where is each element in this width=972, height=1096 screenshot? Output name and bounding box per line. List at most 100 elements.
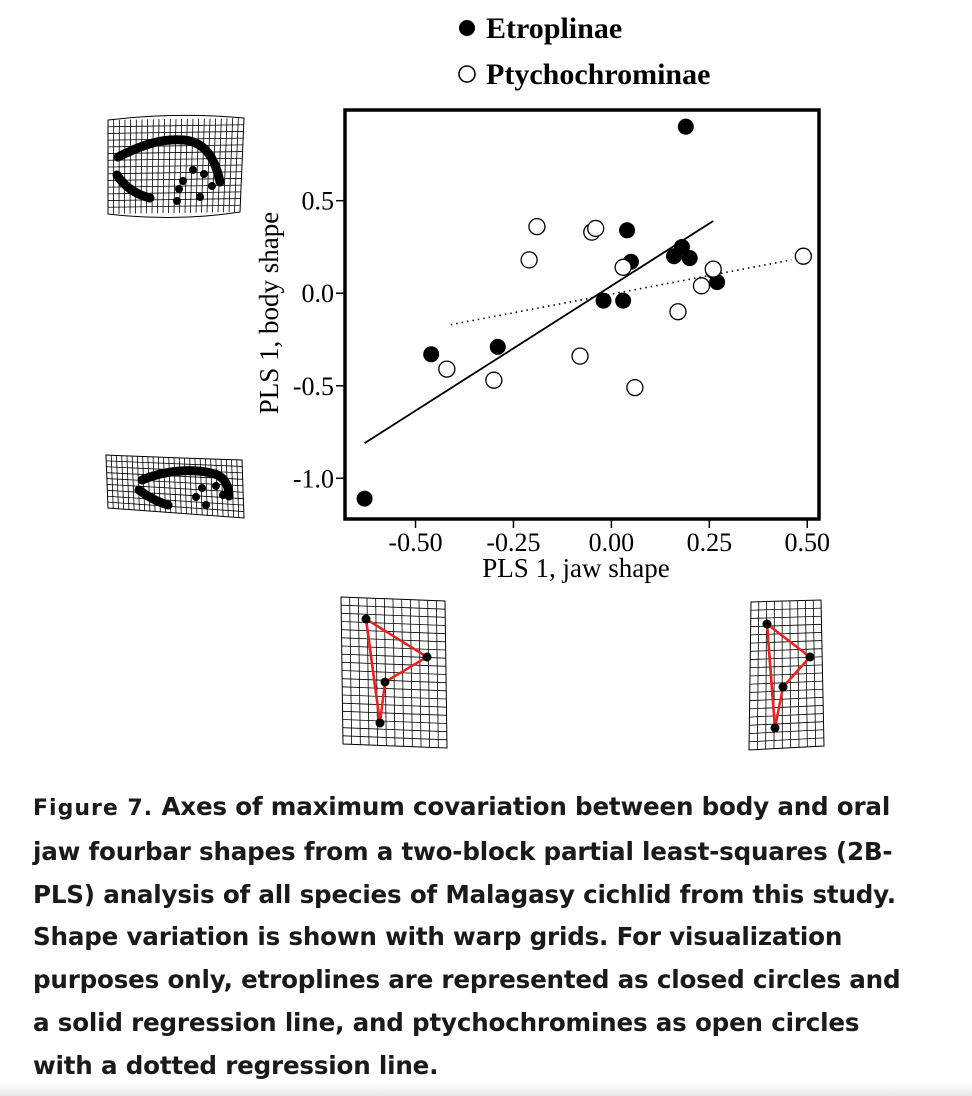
data-point-etroplinae [709,274,726,291]
y-tick-label: -1.0 [293,464,334,493]
y-tick-label: -0.5 [293,372,334,401]
warp-grid-line [749,672,823,677]
x-tick-label: -0.25 [486,528,540,557]
warp-grid-line [749,705,824,710]
warp-grid-line [342,694,447,700]
warp-grid-line [342,686,447,692]
warp-grid-line [749,696,824,702]
x-tick-label: 0.25 [687,528,733,557]
regression-lines [364,220,792,444]
warp-grid-line [136,456,140,511]
caption-text: Axes of maximum covariation between body… [33,792,901,1080]
warp-grid-line [341,670,447,675]
warp-grid-line [750,648,823,652]
warp-grid-line [107,501,244,512]
data-point-ptychochrominae [438,360,456,378]
warp-grid-line [121,455,125,510]
legend-marker-ptychochrominae [458,65,476,83]
warp-grid-line [750,615,822,619]
body-belly-top [112,170,155,203]
warp-grid-line [236,459,240,518]
data-point-etroplinae [673,238,690,255]
body-outline-top [113,135,225,187]
data-point-ptychochrominae [614,258,632,276]
data-point-etroplinae [615,292,632,309]
warp-grid-line [107,484,244,493]
warp-grid-line [749,713,824,718]
warp-grid-line [342,735,447,741]
warp-grid-line [220,459,224,517]
warp-grid-line [750,623,822,628]
jaw-warp-grid-right [748,599,825,751]
legend-marker-etroplinae [459,20,475,36]
figure-caption: Figure 7. Axes of maximum covariation be… [33,786,913,1088]
y-tick-label: 0.5 [302,187,335,216]
data-point-ptychochrominae [794,247,812,265]
data-point-ptychochrominae [587,219,605,238]
jaw-warp-grid-left [340,596,448,749]
warp-grid-line [107,124,244,128]
body-warp-grid-bottom [105,454,245,519]
data-point-etroplinae [619,222,636,239]
data-point-etroplinae [677,118,694,135]
bottom-shade [0,1082,972,1096]
warp-grid-line [107,131,244,134]
warp-grid-line [110,455,114,509]
data-point-etroplinae [595,292,612,309]
data-point-ptychochrominae [520,251,538,269]
warp-grid-line [342,678,447,684]
warp-grid-line [107,157,243,161]
warp-grid-line [749,729,824,734]
warp-grid-line [126,455,130,510]
warp-grid-line [341,645,446,651]
warp-grid-line [750,632,822,636]
data-point-ptychochrominae [669,303,687,321]
warp-grid-line [341,604,446,610]
y-axis-ticks: -1.0 -0.5 0.0 0.5 [293,187,345,493]
data-point-etroplinae [356,490,373,507]
data-point-ptychochrominae [692,277,711,295]
legend-label-etroplinae: Etroplinae [486,12,622,45]
plot-frame [343,108,821,521]
x-tick-label: 0.00 [589,528,635,557]
caption-figure-label: Figure 7. [33,796,154,821]
legend-label-ptychochrominae: Ptychochrominae [486,58,710,91]
warp-grid-line [750,664,823,669]
data-point-ptychochrominae [528,217,546,236]
warp-grid-line [341,621,446,626]
body-outline-bottom [137,466,234,501]
warp-grid-line [749,721,824,726]
x-axis-label: PLS 1, jaw shape [482,553,670,583]
body-warp-grid-top [107,114,245,219]
warp-grid-line [341,612,446,618]
warp-grid-line [107,495,244,506]
warp-grid-line [341,629,446,635]
x-tick-label: 0.50 [784,528,830,557]
warp-grid-line [106,460,243,467]
data-point-etroplinae [423,346,440,363]
data-point-ptychochrominae [485,371,503,389]
y-tick-label: 0.0 [302,279,335,308]
warp-grid-line [750,607,822,611]
data-point-ptychochrominae [626,378,644,397]
data-points [356,118,812,507]
legend: Etroplinae Ptychochrominae [458,12,710,91]
data-point-etroplinae [681,250,698,267]
warp-grid-line [342,727,447,733]
data-point-ptychochrominae [704,260,722,278]
y-axis-label: PLS 1, body shape [254,212,284,415]
warp-grid-line [116,455,119,509]
warp-grid-line [342,702,447,708]
warp-grid-line [342,719,447,724]
warp-grid-line [749,688,823,693]
warp-grid-line [173,457,177,514]
data-point-ptychochrominae [571,347,589,365]
warp-grid-line [341,637,446,643]
warp-grid-line [131,455,135,510]
x-tick-label: -0.50 [388,528,442,557]
body-belly-bottom [134,485,173,510]
warp-grid-line [749,737,824,743]
warp-grid-line [107,204,241,208]
warp-grid-line [750,640,822,644]
